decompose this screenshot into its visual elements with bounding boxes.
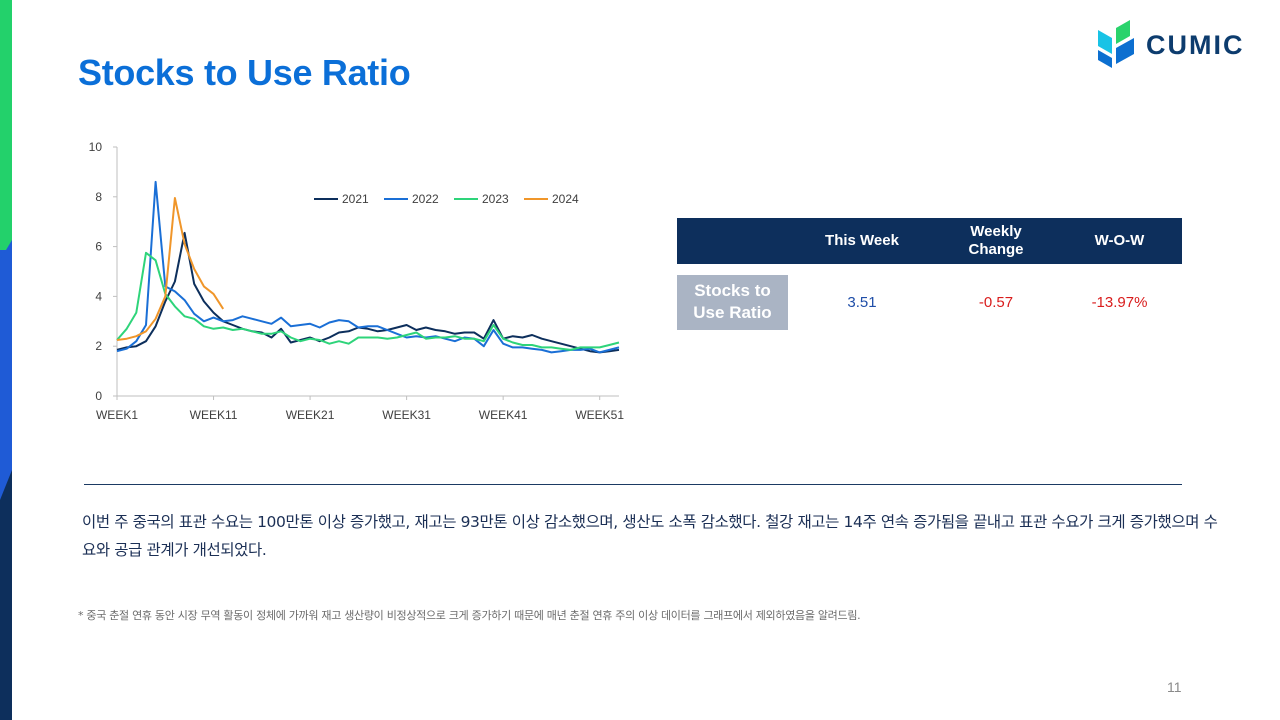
x-tick-label: WEEK51 <box>575 408 624 422</box>
kpi-header-row: This Week Weekly Change W-O-W <box>677 218 1182 264</box>
y-tick-label: 10 <box>89 140 103 154</box>
side-accent-bar <box>0 0 12 720</box>
y-tick-label: 6 <box>95 240 102 254</box>
kpi-row-label-line1: Stocks to <box>694 281 771 300</box>
legend-label: 2021 <box>342 192 369 206</box>
kpi-table: This Week Weekly Change W-O-W Stocks to … <box>677 218 1182 340</box>
stocks-to-use-line-chart: 0 2 4 6 8 10 WEEK1 WEEK11 WEEK21 WEEK31 WEEK41 WEEK… <box>89 140 625 422</box>
logo-text: CUMIC <box>1146 30 1245 60</box>
kpi-header-this-week: This Week <box>789 218 935 264</box>
kpi-header-weekly-change-line2: Change <box>968 241 1024 258</box>
series-line-2023 <box>116 251 620 351</box>
footnote-text: * 중국 춘절 연휴 동안 시장 무역 활동이 정체에 가까워 재고 생산량이 … <box>78 609 861 622</box>
series-line-2021 <box>116 231 620 354</box>
legend-label: 2022 <box>412 192 439 206</box>
series-line-2024 <box>116 197 225 341</box>
y-tick-label: 0 <box>95 389 102 403</box>
legend-label: 2023 <box>482 192 509 206</box>
kpi-header-wow: W-O-W <box>1057 218 1182 264</box>
y-tick-label: 8 <box>95 190 102 204</box>
kpi-this-week-value: 3.51 <box>847 293 877 311</box>
kpi-row-label-cell: Stocks to Use Ratio <box>677 264 789 340</box>
kpi-row-label: Stocks to Use Ratio <box>677 274 788 330</box>
x-tick-label: WEEK21 <box>286 408 335 422</box>
x-tick-label: WEEK11 <box>190 408 238 422</box>
series-line-2022 <box>116 180 620 354</box>
kpi-row-label-line2: Use Ratio <box>693 303 772 322</box>
kpi-row: Stocks to Use Ratio 3.51 -0.57 -13.97% <box>677 264 1182 340</box>
cumic-logo: CUMIC <box>1096 20 1256 70</box>
y-tick-label: 4 <box>95 289 102 303</box>
kpi-header-weekly-change-line1: Weekly <box>970 223 1022 240</box>
summary-text: 이번 주 중국의 표관 수요는 100만톤 이상 증가했고, 재고는 93만톤 … <box>82 513 1218 559</box>
page-number: 11 <box>1167 679 1182 695</box>
kpi-wow-value: -13.97% <box>1091 293 1148 311</box>
x-tick-label: WEEK1 <box>96 408 138 422</box>
kpi-weekly-change-value: -0.57 <box>978 293 1014 311</box>
cumic-leaf-logo-icon <box>1098 20 1134 68</box>
legend-label: 2024 <box>552 192 579 206</box>
section-divider <box>84 484 1182 485</box>
kpi-header-empty <box>677 218 789 264</box>
x-tick-label: WEEK41 <box>479 408 528 422</box>
y-tick-label: 2 <box>95 339 102 353</box>
kpi-header-weekly-change: Weekly Change <box>935 218 1057 264</box>
x-tick-label: WEEK31 <box>382 408 431 422</box>
page-title: Stocks to Use Ratio <box>78 52 411 93</box>
